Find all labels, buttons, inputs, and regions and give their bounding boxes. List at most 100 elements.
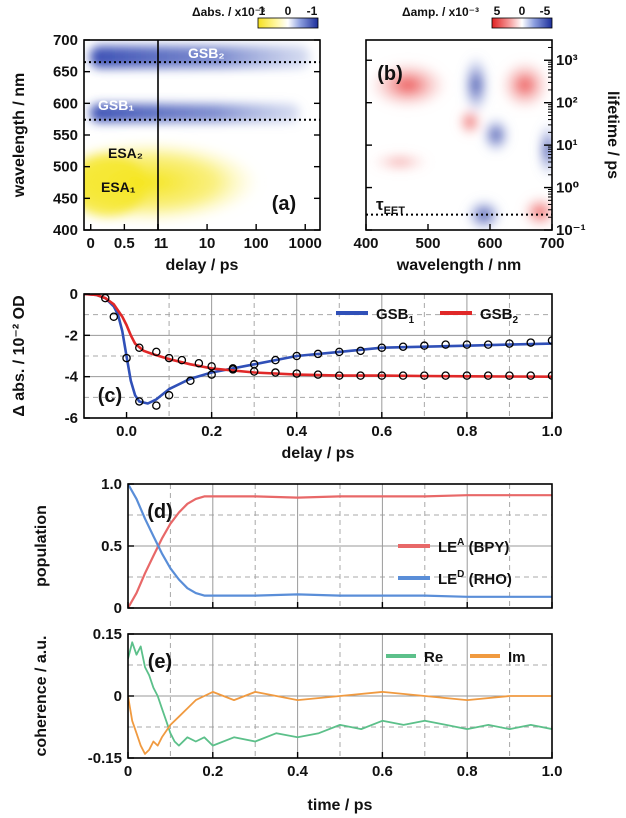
panel-c-ylabel: Δ abs. / 10⁻² OD (11, 295, 28, 416)
panel-a-colorbar-tick: -1 (307, 4, 318, 18)
panel-a-heatmap (84, 40, 320, 230)
data-marker-1 (122, 353, 131, 363)
y-tick-label: 10⁻¹ (556, 222, 586, 239)
panel-c: 0 -2 -4 -6 0.0 0.2 0.4 0.6 0.8 1.0 (c) delay / ps… (11, 286, 562, 462)
series-line-1 (128, 641, 552, 747)
series-line-2 (128, 691, 552, 755)
data-marker-1 (356, 346, 365, 356)
data-marker-2 (135, 343, 144, 352)
series-line-1 (128, 494, 552, 608)
y-tick-label: 0 (114, 688, 122, 705)
panel-e-legend: Re Im (386, 649, 526, 666)
data-marker-2 (271, 368, 280, 377)
y-tick-label: 0 (114, 600, 122, 617)
panel-d-ylabel: population (33, 505, 50, 587)
y-tick-label: 10³ (556, 52, 578, 69)
panel-e-plot (128, 641, 552, 755)
y-tick-label: -4 (65, 369, 79, 386)
series-line-2 (84, 294, 552, 378)
data-marker-2 (164, 353, 174, 363)
panel-a-xlabel: delay / ps (166, 257, 239, 274)
data-marker-2 (505, 371, 514, 380)
panel-b-heatmap (366, 40, 552, 230)
data-marker-2 (194, 358, 204, 368)
series-line-2 (128, 484, 552, 598)
data-marker-2 (441, 371, 450, 380)
data-marker-2 (292, 369, 301, 378)
panel-a-gsb1-band (90, 104, 300, 122)
panel-b-red-region (522, 196, 552, 228)
panel-b-red-region (368, 61, 448, 109)
panel-e-axes: 0.150-0.150 0.2 0.4 0.6 0.8 1.0 (88, 626, 563, 780)
y-tick-label: 650 (53, 64, 78, 81)
panel-e-label: (e) (148, 651, 172, 673)
legend-label-im: Im (508, 649, 526, 666)
panel-b-ylabel: lifetime / ps (604, 91, 621, 179)
data-marker-1 (152, 401, 161, 410)
panel-c-label: (c) (98, 385, 122, 407)
data-marker-1 (462, 340, 472, 349)
data-marker-2 (335, 371, 344, 380)
data-marker-1 (441, 340, 450, 349)
y-tick-label: 700 (53, 32, 78, 49)
data-marker-2 (152, 347, 161, 357)
annotation-gsb2: GSB₂ (188, 45, 225, 61)
y-tick-label: 550 (53, 127, 78, 144)
data-marker-2 (526, 371, 535, 380)
x-tick-label: 0.6 (371, 423, 392, 440)
panel-b-blue-region (538, 122, 552, 178)
data-marker-1 (292, 351, 301, 361)
panel-c-axes: 0 -2 -4 -6 0.0 0.2 0.4 0.6 0.8 1.0 (65, 286, 563, 440)
x-tick-label: 1.0 (542, 423, 563, 440)
y-tick-label: 0 (70, 286, 78, 303)
panel-e-xlabel: time / ps (308, 797, 373, 814)
y-tick-label: 10¹ (556, 137, 578, 154)
x-tick-label: 1 (160, 235, 168, 252)
annotation-esa1: ESA₁ (101, 179, 136, 195)
panel-d-grid (128, 484, 552, 608)
data-marker-1 (547, 336, 552, 345)
data-marker-1 (377, 343, 387, 352)
x-tick-label: 400 (353, 235, 378, 252)
y-tick-label: 0.15 (93, 626, 122, 643)
y-tick-label: -0.15 (88, 750, 122, 767)
y-tick-label: 1.0 (101, 476, 122, 493)
panel-a-ylabel: wavelength / nm (11, 73, 28, 198)
panel-b-blue-region (482, 117, 510, 153)
legend-label-re: Re (424, 649, 443, 666)
x-tick-label: 0.4 (287, 763, 309, 780)
y-tick-label: -6 (65, 410, 78, 427)
data-marker-1 (526, 338, 535, 347)
panel-d-plot (128, 484, 552, 608)
y-tick-label: 600 (53, 95, 78, 112)
x-tick-label: 1 (154, 235, 162, 252)
panel-d-axes: 0 0.5 1.0 (101, 476, 553, 617)
x-tick-label: 600 (477, 235, 502, 252)
data-marker-2 (207, 362, 216, 371)
panel-c-xlabel: delay / ps (282, 445, 355, 462)
data-marker-2 (228, 365, 238, 374)
x-tick-label: 0.5 (114, 235, 135, 252)
x-tick-label: 0 (124, 763, 132, 780)
x-tick-label: 0.2 (201, 423, 222, 440)
y-tick-label: 10⁰ (556, 180, 579, 197)
data-marker-1 (505, 339, 514, 348)
data-marker-1 (483, 340, 493, 349)
x-tick-label: 10 (199, 235, 216, 252)
panel-a-colorbar-tick: 0 (285, 4, 292, 18)
panel-a-colorbar-tick: 1 (259, 4, 266, 18)
data-marker-2 (313, 370, 323, 379)
panel-c-legend: GSB1 GSB2 (336, 306, 519, 326)
panel-a-colorbar (257, 17, 319, 29)
data-marker-1 (271, 355, 280, 365)
panel-a-esa-region (84, 140, 260, 224)
panel-d-label: (d) (147, 501, 173, 523)
panel-c-plot (84, 294, 552, 410)
panel-b-colorbar (491, 17, 553, 29)
data-marker-1 (109, 312, 119, 321)
annotation-esa2: ESA₂ (108, 145, 143, 161)
data-marker-2 (377, 371, 387, 380)
x-tick-label: 0 (87, 235, 95, 252)
